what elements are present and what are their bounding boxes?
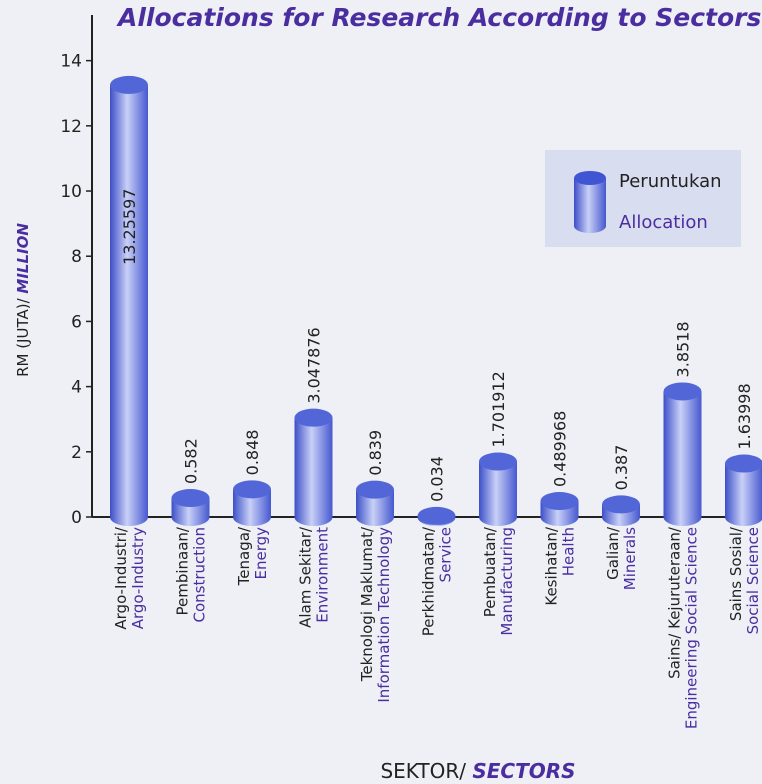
x-axis-label: SEKTOR/ SECTORS [380,759,575,783]
x-tick-label: Alam Sekitar/ [297,526,315,628]
value-label: 3.8518 [674,321,693,377]
y-tick-label: 8 [71,247,82,267]
x-tick-label: Engineering Social Science [683,527,701,729]
value-label: 1.701912 [489,371,508,447]
x-tick-label: Construction [191,527,209,623]
y-tick-label: 12 [60,117,82,137]
bar-top [417,506,456,525]
x-tick-label: Service [437,527,455,582]
bar-top [602,495,640,514]
bar-top [540,492,579,511]
x-tick-label: Kesihatan/ [543,526,561,606]
bar-top [171,489,210,508]
value-label: 13.25597 [120,189,139,265]
legend-swatch-base [574,219,606,233]
x-tick-label: Energy [252,527,270,580]
bar-top [479,452,517,471]
bar-base [233,508,271,526]
bar-base [110,508,148,526]
value-label: 1.63998 [735,383,754,449]
x-tick-label: Pembuatan/ [481,526,499,617]
legend-label: Peruntukan [619,171,722,192]
legend-label: Allocation [619,212,708,233]
x-tick-label: Social Science [744,527,762,634]
bar-base [663,508,702,526]
bar-base [171,508,210,526]
x-tick-label: Minerals [621,527,639,590]
x-tick-label: Galian/ [604,526,622,580]
chart-title: Allocations for Research According to Se… [116,3,761,32]
bar-top [356,480,394,499]
x-tick-label: Manufacturing [498,527,516,636]
bar [110,84,148,518]
x-tick-label: Health [560,527,578,576]
x-tick-label: Tenaga/ [235,526,253,586]
value-label: 0.839 [366,430,385,476]
x-tick-label: Teknologi Maklumat/ [358,526,376,682]
bar [294,417,333,517]
bar-top [725,454,762,473]
bar-base [479,508,517,526]
legend-swatch-top [574,171,606,185]
bar-base [356,508,394,526]
bar-base [294,508,333,526]
x-tick-label: Pembinaan/ [174,526,192,615]
y-tick-label: 6 [71,312,82,332]
value-label: 0.848 [243,430,262,476]
bar [663,391,702,517]
value-label: 3.047876 [305,327,324,403]
bar-top [110,75,148,94]
value-label: 0.387 [612,445,631,491]
x-tick-label: Sains/ Kejuruteraan/ [666,526,684,679]
y-tick-label: 14 [60,52,82,72]
bar-top [294,408,333,427]
x-tick-label: Argo-Industri/ [112,526,130,630]
value-label: 0.034 [428,456,447,502]
bar-base [540,508,579,526]
bar-top [233,480,271,499]
legend: Peruntukan Allocation [545,150,741,247]
value-label: 0.489968 [551,411,570,487]
x-tick-label: Sains Sosial/ [727,526,745,621]
x-tick-label: Argo-Industry [129,527,147,629]
bar-base [725,508,762,526]
x-tick-label: Perkhidmatan/ [420,526,438,636]
y-tick-label: 0 [71,508,82,528]
y-tick-label: 2 [71,443,82,463]
x-tick-label: Environment [314,527,332,623]
bar-base [602,508,640,526]
y-tick-label: 10 [60,182,82,202]
bar-top [663,382,702,401]
bar [479,461,517,517]
x-tick-label: Information Technology [375,527,393,703]
legend-swatch [574,178,606,226]
y-tick-label: 4 [71,378,82,398]
y-axis-label: RM (JUTA)/ MILLION [14,223,32,377]
value-label: 0.582 [182,438,201,484]
